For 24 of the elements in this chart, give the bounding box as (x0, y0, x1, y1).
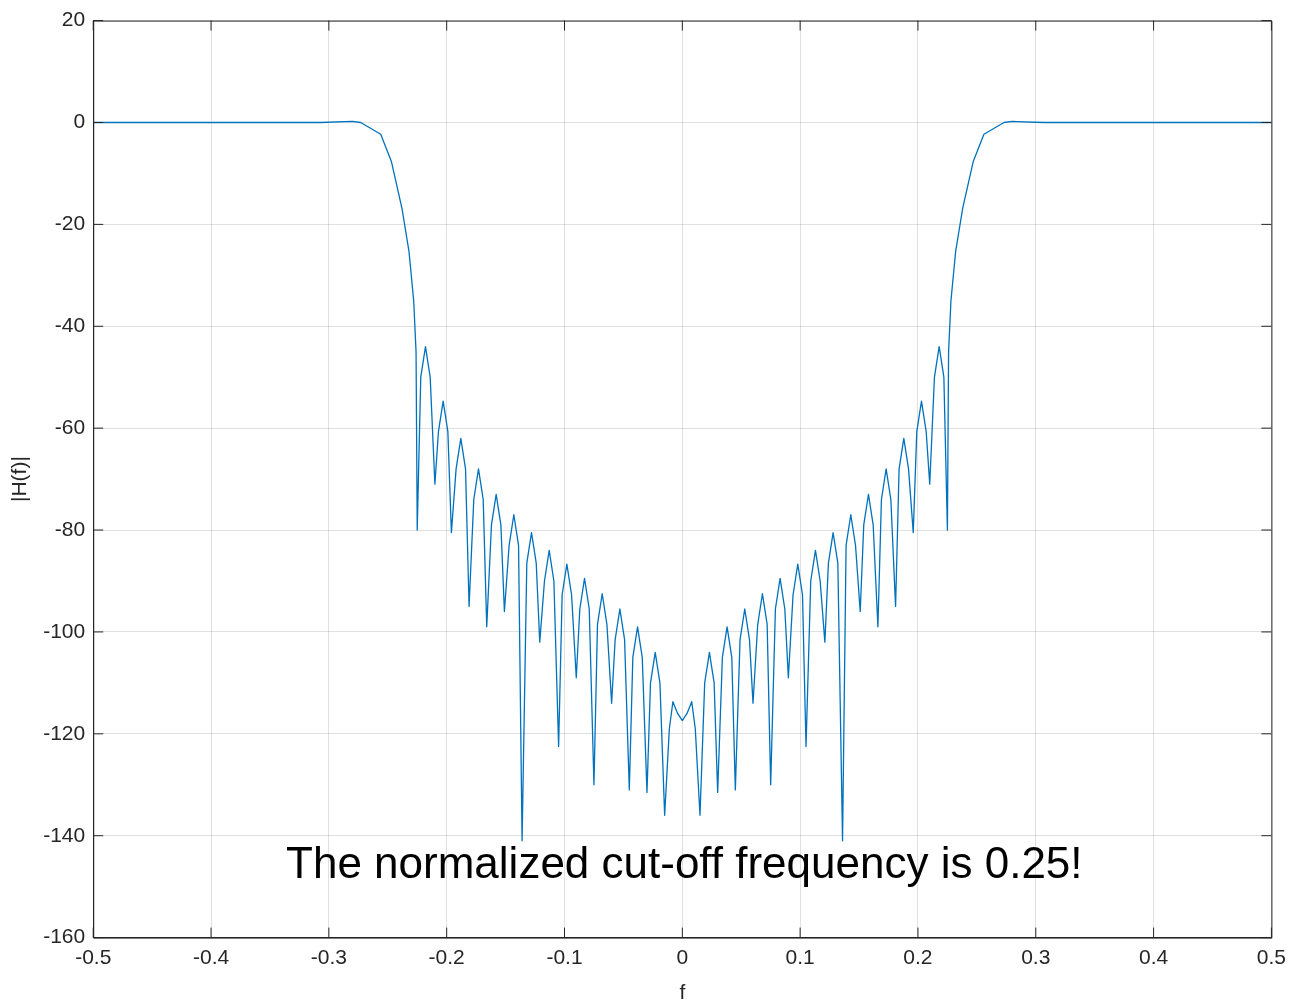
y-tick-label: 0 (73, 109, 86, 133)
y-tick-label: -80 (54, 516, 86, 540)
x-tick-label: -0.3 (310, 945, 347, 968)
y-tick-label: -60 (54, 414, 86, 438)
y-tick-label: -120 (43, 720, 86, 744)
x-tick-label: 0 (676, 945, 689, 968)
y-tick-label: -20 (54, 211, 86, 235)
annotation: The normalized cut-off frequency is 0.25! (286, 837, 1083, 887)
x-tick-label: 0.2 (903, 945, 933, 968)
x-tick-label: -0.2 (428, 945, 465, 968)
x-axis-title: f (679, 980, 686, 1004)
x-tick-label: 0.4 (1138, 945, 1169, 968)
x-tick-label: 0.5 (1256, 945, 1287, 968)
y-tick-label: -100 (43, 618, 86, 642)
y-tick-label: 20 (61, 7, 86, 31)
x-tick-label: -0.5 (75, 945, 112, 968)
x-tick-label: -0.4 (192, 945, 230, 968)
x-tick-label: 0.3 (1021, 945, 1051, 968)
y-tick-label: -140 (43, 822, 86, 846)
x-tick-label: -0.1 (546, 945, 583, 968)
y-tick-label: -160 (43, 924, 86, 948)
y-tick-label: -40 (54, 313, 86, 337)
y-axis-title: |H(f)| (7, 456, 31, 503)
x-tick-label: 0.1 (785, 945, 815, 968)
